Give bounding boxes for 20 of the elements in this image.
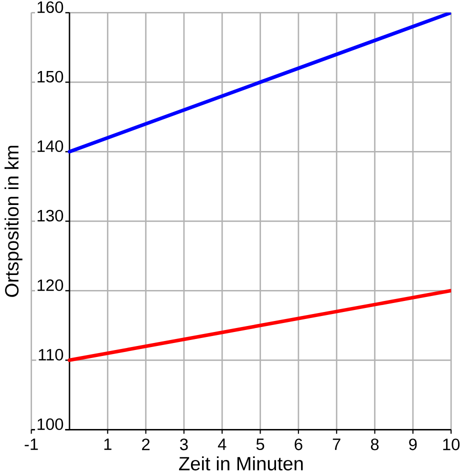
x-tick-label: 10 (443, 438, 460, 450)
x-tick-label: -1 (24, 438, 38, 450)
x-tick-label: 4 (218, 438, 226, 450)
y-tick-label: 120 (38, 279, 64, 291)
y-tick-label: 130 (38, 210, 64, 222)
x-tick-label: 7 (332, 438, 340, 450)
y-tick-label: 160 (38, 1, 64, 13)
y-axis-title: Ortsposition in km (4, 146, 23, 297)
x-tick-label: 2 (142, 438, 150, 450)
x-tick-label: 6 (294, 438, 302, 450)
y-tick-label: 110 (38, 348, 64, 360)
x-tick-label: 5 (256, 438, 264, 450)
x-tick-label: 1 (104, 438, 112, 450)
y-tick-label: 150 (38, 70, 64, 82)
x-tick-label: 8 (371, 438, 379, 450)
x-tick-label: 9 (409, 438, 417, 450)
y-tick-label: 100 (38, 418, 64, 430)
x-axis-title: Zeit in Minuten (179, 456, 303, 470)
y-tick-label: 140 (38, 140, 64, 152)
x-tick-label: 3 (180, 438, 188, 450)
